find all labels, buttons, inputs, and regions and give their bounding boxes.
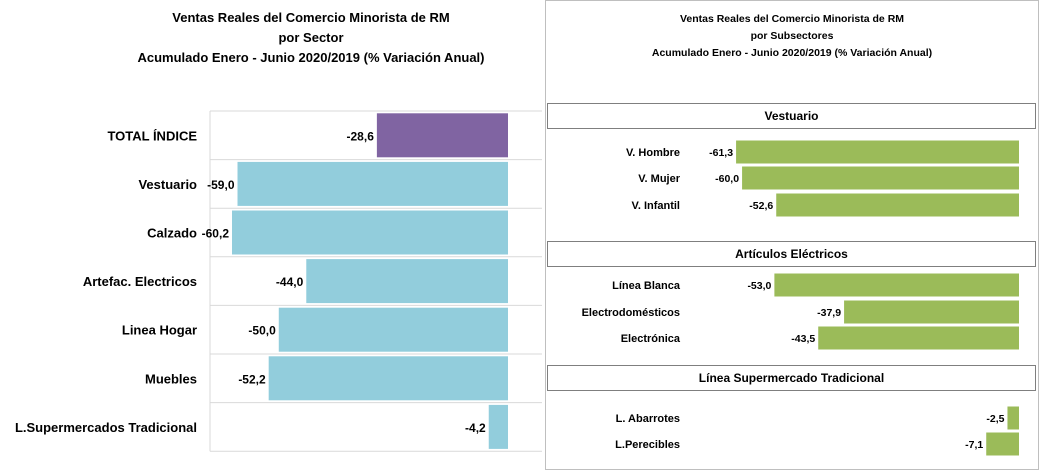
right-bar-v-mujer bbox=[742, 166, 1019, 190]
right-category-label: V. Mujer bbox=[638, 173, 680, 185]
left-value-label: -59,0 bbox=[207, 178, 235, 192]
left-category-label: Artefac. Electricos bbox=[83, 274, 197, 289]
left-chart-panel: Ventas Reales del Comercio Minorista de … bbox=[0, 8, 542, 452]
right-category-label: Línea Blanca bbox=[612, 280, 681, 292]
left-chart-title: Ventas Reales del Comercio Minorista de … bbox=[0, 8, 542, 68]
right-category-label: V. Infantil bbox=[632, 200, 681, 212]
left-bar-l-supermercados-tradicional bbox=[488, 404, 508, 449]
left-value-label: -52,2 bbox=[238, 372, 266, 386]
left-title-line-1: Ventas Reales del Comercio Minorista de … bbox=[172, 10, 450, 25]
left-category-label: Linea Hogar bbox=[122, 323, 197, 338]
right-category-label: L. Abarrotes bbox=[616, 413, 680, 425]
left-bar-calzado bbox=[232, 210, 508, 255]
right-bar-v-hombre bbox=[736, 140, 1019, 164]
right-category-label: V. Hombre bbox=[626, 147, 680, 159]
group-header-vestuario: Vestuario bbox=[547, 103, 1036, 129]
right-category-label: Electrónica bbox=[621, 333, 681, 345]
left-title-line-2: por Sector bbox=[278, 30, 344, 45]
left-category-label: Calzado bbox=[147, 226, 197, 241]
left-bar-vestuario bbox=[237, 161, 508, 206]
left-bar-muebles bbox=[268, 356, 508, 401]
left-value-label: -50,0 bbox=[248, 324, 276, 338]
right-title-line-2: por Subsectores bbox=[750, 30, 834, 42]
right-bar-l-abarrotes bbox=[1007, 406, 1019, 430]
left-value-label: -28,6 bbox=[347, 129, 375, 143]
left-bar-linea-hogar bbox=[278, 307, 508, 352]
left-category-label: TOTAL ÍNDICE bbox=[107, 128, 197, 143]
left-category-label: L.Supermercados Tradicional bbox=[15, 420, 197, 435]
left-value-label: -60,2 bbox=[202, 227, 230, 241]
right-title-line-3: Acumulado Enero - Junio 2020/2019 (% Var… bbox=[651, 47, 933, 59]
right-bar-l-perecibles bbox=[986, 432, 1019, 456]
right-bar-chart: V. Hombre -61,3 V. Mujer -60,0 V. Infantil -5… bbox=[582, 140, 1019, 456]
right-category-label: L.Perecibles bbox=[615, 439, 680, 451]
left-category-label: Muebles bbox=[145, 371, 197, 386]
right-value-label: -61,3 bbox=[709, 147, 733, 159]
right-value-label: -2,5 bbox=[986, 413, 1004, 425]
left-bar-total-indice bbox=[376, 113, 508, 158]
right-value-label: -7,1 bbox=[965, 439, 983, 451]
group-header-articulos-electricos: Artículos Eléctricos bbox=[547, 241, 1036, 267]
left-category-label: Vestuario bbox=[138, 177, 197, 192]
left-title-line-3: Acumulado Enero - Junio 2020/2019 (% Var… bbox=[137, 50, 485, 65]
right-value-label: -53,0 bbox=[747, 280, 771, 292]
left-value-label: -4,2 bbox=[465, 421, 486, 435]
right-value-label: -37,9 bbox=[817, 307, 841, 319]
right-chart-title: Ventas Reales del Comercio Minorista de … bbox=[546, 11, 1038, 62]
right-bar-v-infantil bbox=[776, 193, 1019, 217]
left-bar-chart: TOTAL ÍNDICE -28,6 Vestuario -59,0 Calzado -6… bbox=[15, 110, 542, 452]
left-bar-artefac-electricos bbox=[306, 259, 508, 304]
right-category-label: Electrodomésticos bbox=[582, 307, 680, 319]
left-value-label: -44,0 bbox=[276, 275, 304, 289]
right-value-label: -43,5 bbox=[791, 333, 815, 345]
group-header-supermercado-tradicional: Línea Supermercado Tradicional bbox=[547, 365, 1036, 391]
right-bar-electrodomesticos bbox=[844, 300, 1019, 324]
right-bar-linea-blanca bbox=[774, 273, 1019, 297]
right-bar-electronica bbox=[818, 326, 1019, 350]
right-chart-panel: Ventas Reales del Comercio Minorista de … bbox=[545, 0, 1039, 470]
right-value-label: -52,6 bbox=[749, 200, 773, 212]
right-value-label: -60,0 bbox=[715, 173, 739, 185]
right-title-line-1: Ventas Reales del Comercio Minorista de … bbox=[679, 13, 905, 25]
